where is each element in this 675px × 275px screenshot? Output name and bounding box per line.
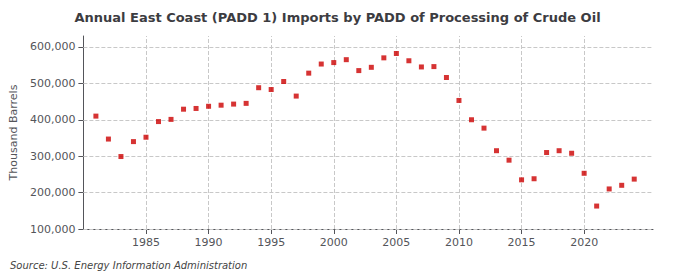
svg-text:500,000: 500,000 [30, 77, 76, 90]
svg-text:300,000: 300,000 [30, 150, 76, 163]
svg-text:400,000: 400,000 [30, 113, 76, 126]
svg-text:1985: 1985 [132, 236, 160, 249]
svg-text:100,000: 100,000 [30, 223, 76, 236]
svg-text:2020: 2020 [570, 236, 598, 249]
svg-text:1995: 1995 [257, 236, 285, 249]
svg-text:2000: 2000 [320, 236, 348, 249]
svg-text:Thousand Barrels: Thousand Barrels [7, 84, 20, 181]
svg-text:1990: 1990 [195, 236, 223, 249]
svg-text:2005: 2005 [382, 236, 410, 249]
svg-text:200,000: 200,000 [30, 186, 76, 199]
svg-text:2010: 2010 [445, 236, 473, 249]
svg-text:2015: 2015 [508, 236, 536, 249]
svg-text:Annual East Coast (PADD 1) Imp: Annual East Coast (PADD 1) Imports by PA… [74, 10, 600, 25]
svg-text:Source: U.S. Energy Informatio: Source: U.S. Energy Information Administ… [10, 260, 247, 271]
svg-text:600,000: 600,000 [30, 40, 76, 53]
